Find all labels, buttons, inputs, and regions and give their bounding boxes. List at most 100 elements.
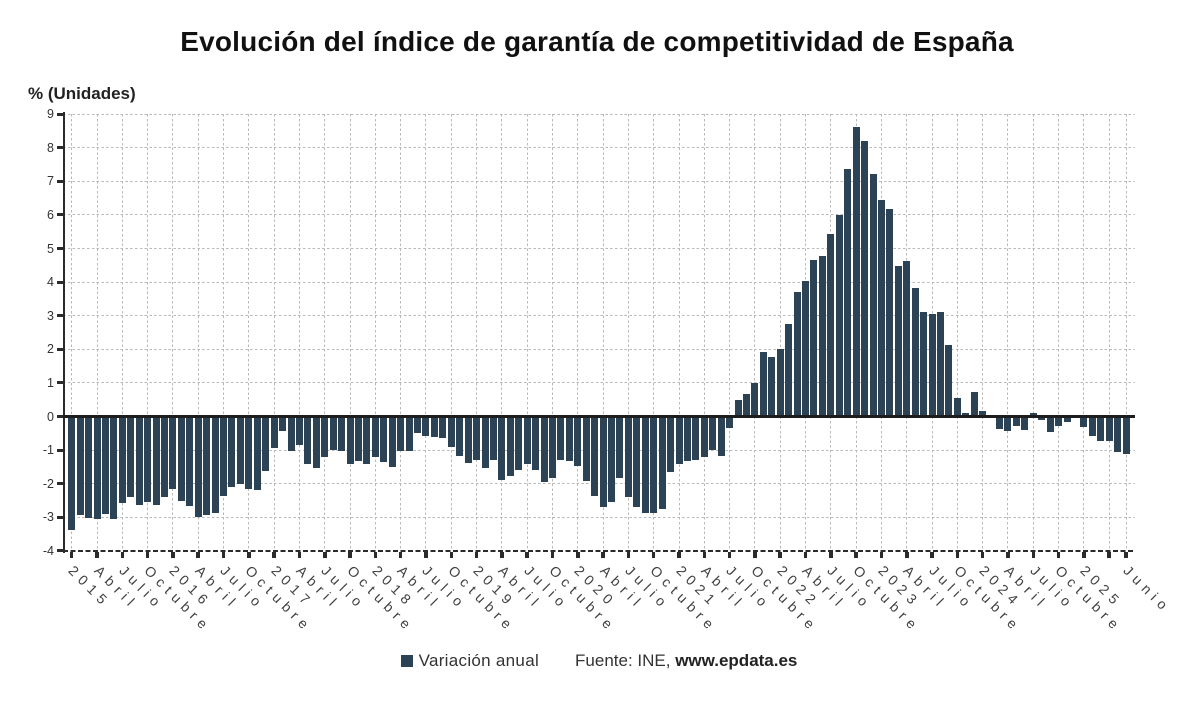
bar [911, 288, 919, 417]
x-axis-tick [525, 551, 529, 558]
bar [93, 416, 101, 520]
v-gridline [197, 114, 199, 551]
x-axis-tick [297, 551, 302, 558]
bar [498, 416, 506, 481]
y-axis-label: 0 [47, 409, 54, 424]
bar [380, 416, 388, 463]
y-axis-line [63, 112, 65, 553]
bar [633, 416, 641, 507]
x-axis-tick [702, 551, 707, 558]
bar [675, 416, 683, 464]
y-axis-tick [57, 415, 63, 418]
h-gridline [63, 214, 1135, 216]
y-axis-tick [57, 280, 63, 284]
h-gridline [63, 483, 1135, 485]
bar [118, 416, 126, 503]
bar [1088, 416, 1096, 436]
y-axis-tick [57, 112, 63, 116]
x-axis-tick [1107, 551, 1111, 558]
bar [861, 140, 869, 417]
x-axis-tick [120, 551, 125, 558]
bar [253, 416, 261, 491]
y-axis-label: 7 [47, 174, 54, 189]
legend-item-variacion-anual[interactable]: Variación anual [400, 651, 539, 671]
bar [127, 416, 135, 498]
bar [523, 416, 531, 464]
v-gridline [349, 114, 351, 551]
x-axis-tick [373, 551, 378, 558]
y-axis-tick [57, 213, 63, 217]
x-axis-tick [905, 551, 909, 558]
x-axis-tick [196, 551, 200, 558]
bar [776, 349, 784, 417]
v-gridline [298, 114, 300, 551]
x-axis-tick [1082, 551, 1086, 558]
v-gridline [1083, 114, 1085, 551]
v-gridline [982, 114, 984, 551]
bar [489, 416, 497, 461]
bar [768, 357, 776, 417]
x-axis-tick [1124, 551, 1128, 558]
bar [422, 416, 430, 437]
bar [430, 416, 438, 438]
legend: Variación anual Fuente: INE, www.epdata.… [0, 648, 1198, 674]
bar [785, 324, 793, 417]
y-axis-tick [57, 314, 63, 318]
v-gridline [627, 114, 629, 551]
bar [717, 416, 725, 456]
v-gridline [501, 114, 503, 551]
v-gridline [425, 114, 427, 551]
v-gridline [1032, 114, 1034, 551]
bar [363, 416, 371, 464]
y-axis-tick [57, 448, 63, 452]
source-site-link[interactable]: www.epdata.es [675, 651, 798, 670]
y-axis-tick [57, 482, 63, 486]
bar [481, 416, 489, 468]
bar [270, 416, 278, 448]
h-gridline [63, 180, 1135, 182]
x-axis-tick [829, 551, 833, 558]
bar [582, 416, 590, 481]
bar [591, 416, 599, 497]
bar [616, 416, 624, 479]
x-axis-tick [323, 551, 327, 558]
bar [953, 397, 961, 417]
bar [346, 416, 354, 464]
bar [1029, 413, 1037, 417]
bar [1004, 416, 1012, 431]
x-axis-tick [778, 551, 782, 558]
bar [456, 416, 464, 457]
h-gridline [63, 147, 1135, 149]
bar [101, 416, 109, 514]
v-gridline [172, 114, 174, 551]
bar [734, 399, 742, 417]
bar [970, 392, 978, 417]
y-axis-tick [57, 146, 63, 150]
bar [852, 126, 860, 417]
v-gridline [1108, 114, 1110, 551]
bar [844, 168, 852, 417]
bar [211, 416, 219, 513]
v-gridline [223, 114, 225, 551]
x-axis-tick [1056, 551, 1061, 558]
bar [447, 416, 455, 448]
bar [548, 416, 556, 478]
y-axis-tick [57, 381, 63, 385]
x-axis-tick [348, 551, 352, 558]
bar [312, 416, 320, 469]
y-axis-label: 6 [47, 207, 54, 222]
v-gridline [602, 114, 604, 551]
bar [220, 416, 228, 497]
h-gridline [63, 248, 1135, 249]
bar [245, 416, 253, 490]
bar [194, 416, 202, 517]
v-gridline [324, 114, 326, 551]
y-axis-title: % (Unidades) [28, 84, 136, 103]
bar [68, 416, 76, 530]
x-axis-tick [576, 551, 580, 558]
v-gridline [374, 114, 376, 551]
bar [869, 173, 877, 417]
x-axis-tick [980, 551, 985, 558]
bar [937, 312, 944, 417]
x-axis-tick [145, 551, 150, 558]
